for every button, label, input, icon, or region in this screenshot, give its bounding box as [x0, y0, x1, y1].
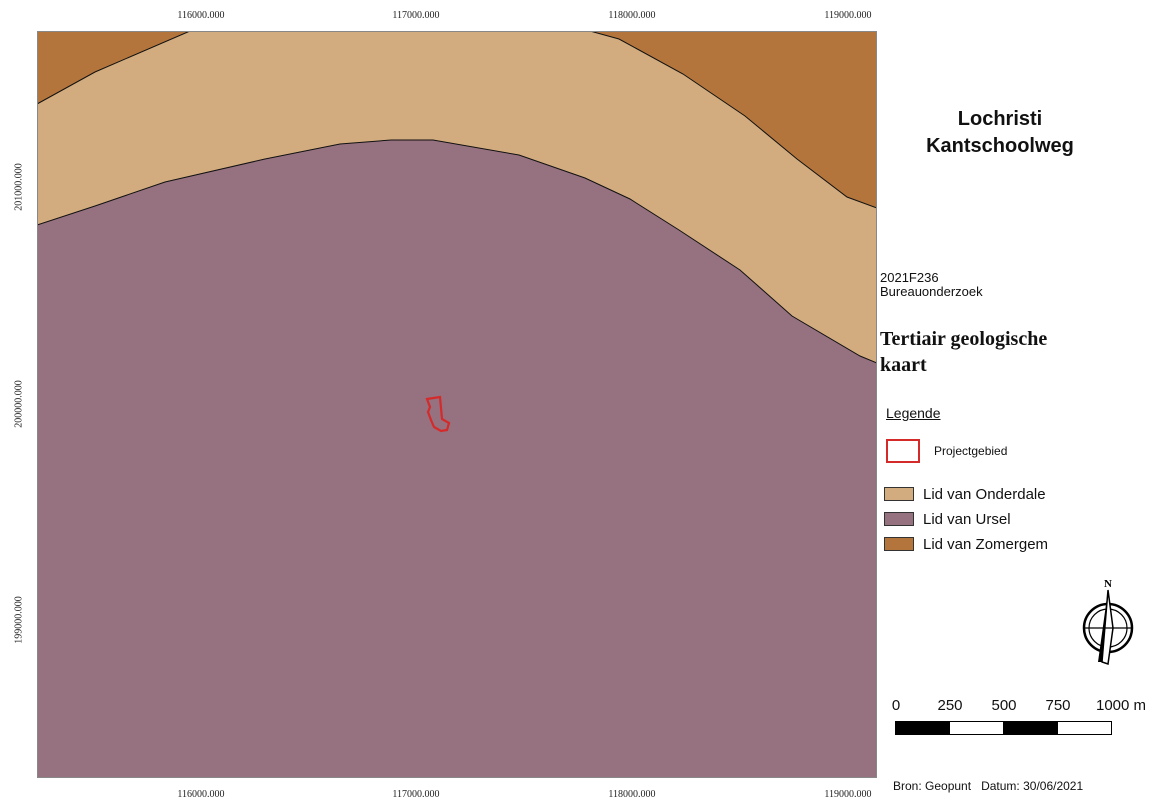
x-coord-bottom-1: 116000.000	[177, 789, 225, 800]
x-coord-bottom-3: 118000.000	[608, 789, 656, 800]
north-label: N	[1104, 578, 1112, 590]
boundary-zomergem-onderdale	[37, 31, 877, 209]
legend-item-ursel: Lid van Ursel	[884, 510, 1011, 528]
x-coord-top-2: 117000.000	[392, 10, 440, 21]
y-coord-2: 200000.000	[13, 380, 25, 428]
y-coord-1: 201000.000	[13, 163, 25, 211]
map-frame	[37, 31, 877, 778]
legend-project-swatch	[886, 439, 920, 463]
legend-item-zomergem: Lid van Zomergem	[884, 535, 1048, 553]
legend-item-onderdale: Lid van Onderdale	[884, 485, 1046, 503]
map-title-street: Kantschoolweg	[926, 135, 1074, 157]
legend-label-onderdale: Lid van Onderdale	[923, 485, 1046, 503]
legend-label-zomergem: Lid van Zomergem	[923, 535, 1049, 553]
x-coord-top-1: 116000.000	[177, 10, 225, 21]
legend-project-label: Projectgebied	[934, 444, 1008, 458]
legend-swatch-zomergem	[884, 537, 914, 551]
legend-swatch-onderdale	[884, 487, 914, 501]
footer-source: Bron: Geopunt Datum: 30/06/2021	[893, 779, 1083, 793]
scale-label-500: 500	[991, 697, 1017, 714]
scale-label-250: 250	[937, 697, 963, 714]
scale-label-0: 0	[891, 697, 901, 714]
project-code: 2021F236	[880, 270, 939, 285]
x-coord-bottom-2: 117000.000	[392, 789, 440, 800]
date-text: Datum: 30/06/2021	[981, 779, 1084, 793]
x-coord-top-3: 118000.000	[608, 10, 656, 21]
scale-label-1000: 1000 m	[1095, 697, 1147, 714]
x-coord-top-4: 119000.000	[824, 10, 872, 21]
map-title-location: Lochristi	[957, 108, 1043, 130]
project-area-outline[interactable]	[425, 395, 451, 433]
map-type-line1: Tertiair geologische	[880, 328, 1048, 350]
legend-label-ursel: Lid van Ursel	[923, 510, 1011, 528]
boundary-onderdale-ursel	[37, 139, 877, 364]
scale-bar	[895, 721, 1112, 735]
legend-title: Legende	[886, 405, 941, 421]
x-coord-bottom-4: 119000.000	[824, 789, 872, 800]
zone-onderdale	[37, 31, 877, 363]
scale-label-750: 750	[1045, 697, 1071, 714]
project-type: Bureauonderzoek	[880, 284, 983, 299]
map-type-line2: kaart	[880, 354, 927, 376]
geological-map[interactable]	[37, 31, 877, 778]
legend-swatch-ursel	[884, 512, 914, 526]
y-coord-3: 199000.000	[13, 596, 25, 644]
zone-ursel	[37, 140, 877, 778]
north-arrow-icon: N	[1082, 578, 1134, 665]
source-text: Bron: Geopunt	[893, 779, 972, 793]
